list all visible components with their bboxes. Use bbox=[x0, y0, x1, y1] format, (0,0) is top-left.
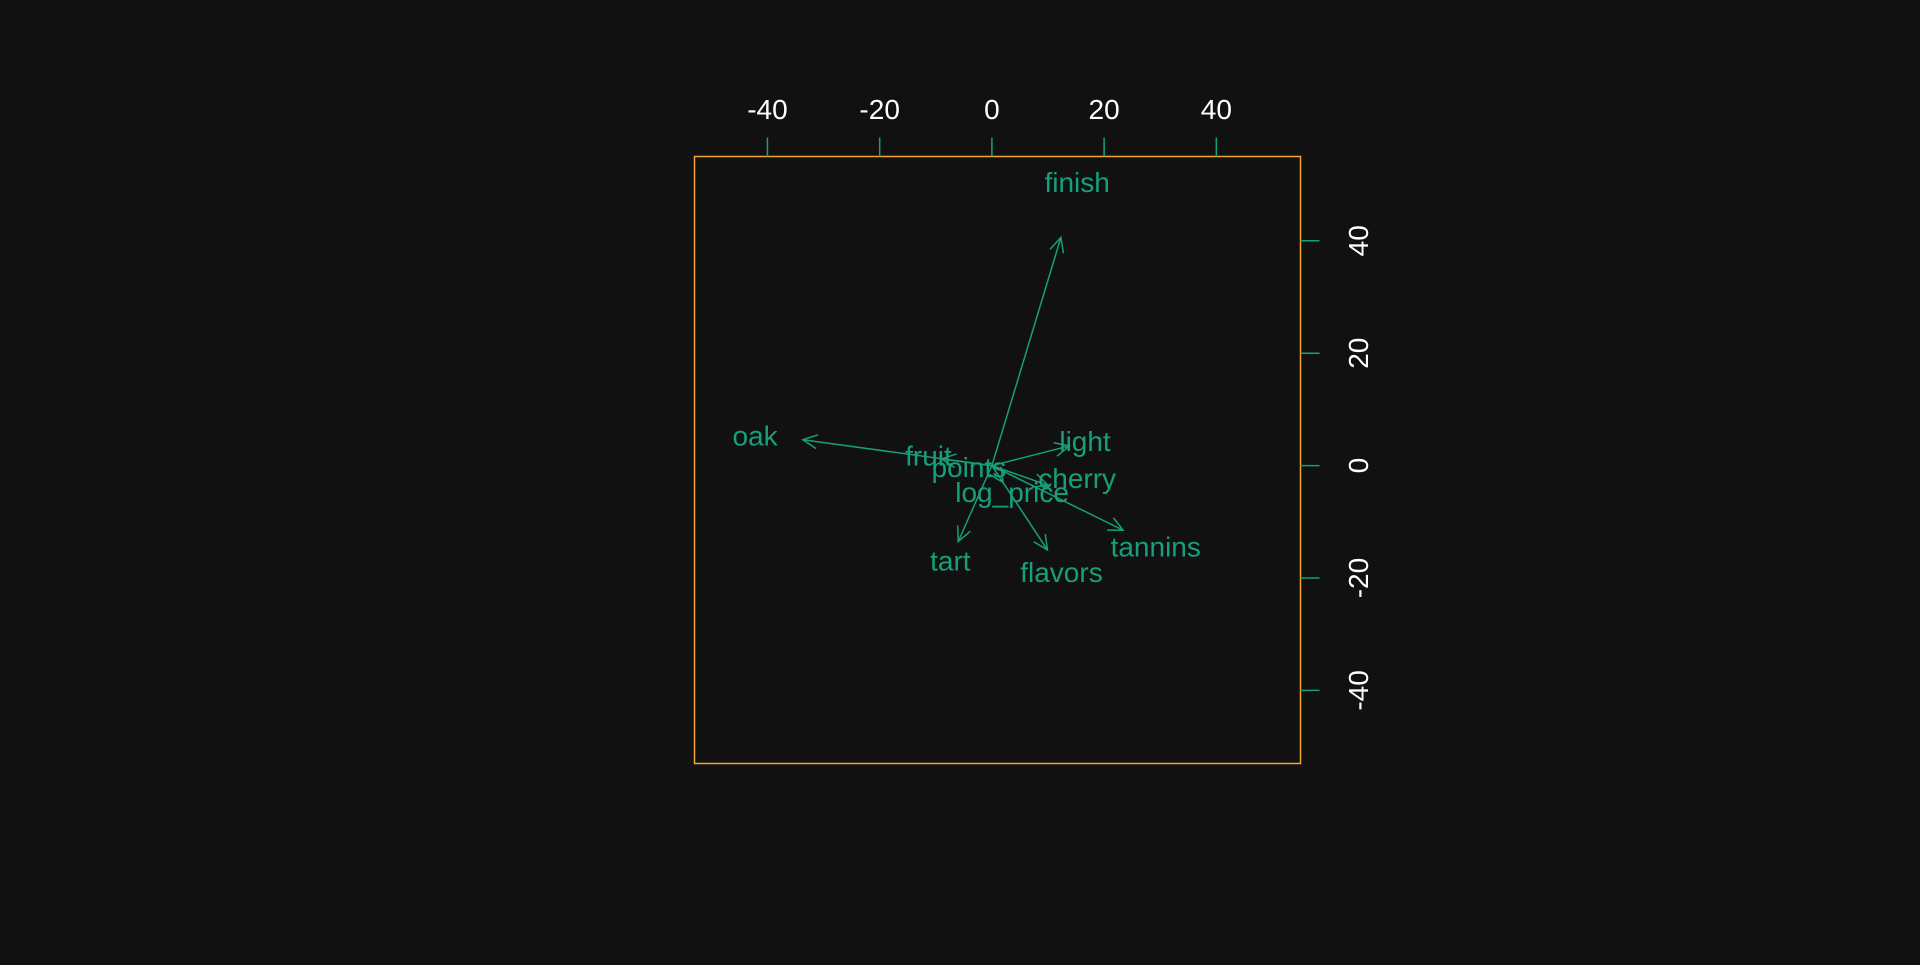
y-tick-label: 40 bbox=[1343, 225, 1374, 256]
vector-arrowhead bbox=[1033, 533, 1049, 552]
vector-arrowhead bbox=[956, 525, 971, 544]
vector-tannins bbox=[991, 464, 1125, 532]
vector-label-cherry: cherry bbox=[1038, 463, 1116, 494]
vector-shaft bbox=[991, 237, 1062, 466]
vector-shaft bbox=[991, 464, 1124, 531]
y-tick-label: 20 bbox=[1343, 338, 1374, 369]
vector-finish bbox=[991, 235, 1065, 466]
y-tick-label: 0 bbox=[1343, 458, 1374, 474]
vector-shaft bbox=[941, 458, 992, 467]
vector-arrowhead bbox=[1107, 517, 1125, 532]
vector-label-finish: finish bbox=[1044, 167, 1109, 198]
vector-flavors bbox=[991, 465, 1049, 552]
vector-label-flavors: flavors bbox=[1020, 557, 1102, 588]
vector-label-light: light bbox=[1059, 426, 1111, 457]
x-axis-top: -40 -20 0 20 40 bbox=[747, 94, 1232, 157]
vector-label-tannins: tannins bbox=[1111, 532, 1201, 563]
x-tick-label: 40 bbox=[1201, 94, 1232, 125]
x-tick-label: -40 bbox=[747, 94, 787, 125]
vector-arrowhead bbox=[939, 453, 957, 469]
vector-light bbox=[991, 442, 1071, 467]
vector-arrowhead bbox=[801, 434, 819, 450]
vector-label-log-price: log_price bbox=[955, 477, 1069, 508]
x-tick-label: 0 bbox=[984, 94, 1000, 125]
vector-label-points: points bbox=[932, 452, 1007, 483]
y-tick-label: -40 bbox=[1343, 670, 1374, 710]
vector-shaft bbox=[991, 445, 1070, 467]
vector-arrowhead bbox=[1049, 235, 1065, 254]
y-tick-label: -20 bbox=[1343, 558, 1374, 598]
vector-shaft bbox=[991, 465, 1049, 551]
vector-label-tart: tart bbox=[930, 546, 971, 577]
vector-arrowhead bbox=[1053, 442, 1071, 457]
vector-label-oak: oak bbox=[733, 420, 779, 451]
vector-arrowhead bbox=[1032, 473, 1050, 488]
plot-frame bbox=[693, 155, 1302, 765]
vector-shaft bbox=[957, 465, 993, 542]
vector-tart bbox=[956, 465, 993, 544]
y-axis-right: -40 -20 0 20 40 bbox=[1300, 225, 1374, 711]
vector-label-fruit: fruit bbox=[905, 441, 952, 472]
vector-arrows bbox=[801, 235, 1125, 552]
x-tick-label: -20 bbox=[859, 94, 899, 125]
vector-fruit bbox=[939, 453, 992, 469]
x-tick-label: 20 bbox=[1089, 94, 1120, 125]
